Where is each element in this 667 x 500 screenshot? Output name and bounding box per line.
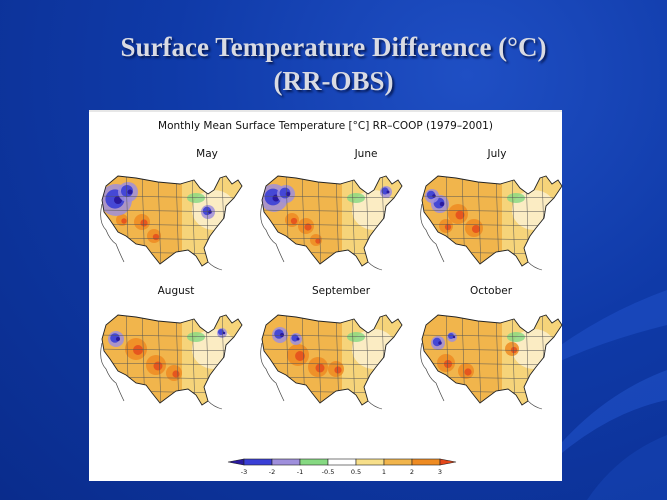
month-label-august: August (157, 285, 195, 297)
month-label-july: July (487, 148, 507, 160)
colorbar-tick-label: -1 (297, 468, 303, 475)
colorbar-tick-label: 3 (438, 468, 442, 475)
colorbar-tick-label: -0.5 (322, 468, 335, 475)
map-august (96, 309, 248, 413)
map-september (256, 309, 408, 413)
map-july (416, 170, 568, 274)
month-label-june: June (354, 148, 378, 160)
map-october (416, 309, 568, 413)
decorative-swoosh (477, 290, 667, 500)
colorbar-tick-label: 0.5 (351, 468, 361, 475)
month-label-october: October (469, 285, 513, 297)
month-label-september: September (311, 285, 371, 297)
map-may (96, 170, 248, 274)
colorbar-tick-label: -2 (269, 468, 275, 475)
month-label-may: May (196, 148, 218, 160)
colorbar: -3 -2 -1 -0.5 0.5 1 2 3 (227, 458, 457, 475)
slide-title-line1: Surface Temperature Difference (°C) (120, 32, 547, 62)
colorbar-tick-label: 2 (410, 468, 414, 475)
map-june (256, 170, 408, 274)
slide-title-line2: (RR-OBS) (273, 66, 394, 96)
slide-title: Surface Temperature Difference (°C) (RR-… (0, 30, 667, 98)
figure-panel: Monthly Mean Surface Temperature [°C] RR… (89, 110, 563, 481)
colorbar-tick-label: 1 (382, 468, 386, 475)
colorbar-tick-label: -3 (241, 468, 247, 475)
figure-header: Monthly Mean Surface Temperature [°C] RR… (158, 120, 493, 132)
